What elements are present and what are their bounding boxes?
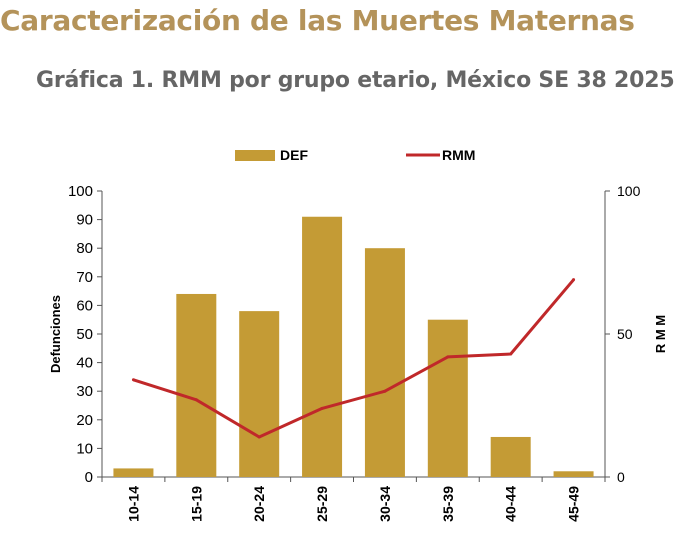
y-tick-label: 20	[76, 412, 93, 429]
y-tick-label: 0	[85, 469, 93, 486]
rmm-point-10-14	[131, 378, 135, 382]
legend-def-swatch	[235, 150, 275, 161]
rmm-point-45-49	[572, 278, 576, 282]
x-tick-label: 20-24	[251, 486, 267, 522]
rmm-point-25-29	[320, 406, 324, 410]
rmm-line	[132, 278, 575, 439]
bar-def-10-14	[113, 468, 154, 477]
bar-def-15-19	[176, 293, 217, 477]
y-tick-label: 50	[76, 326, 93, 343]
y-tick-label: 80	[76, 240, 93, 257]
y-tick-label: 30	[76, 383, 93, 400]
bar-def-35-39	[427, 319, 468, 477]
bar-def-20-24	[239, 311, 280, 477]
y-tick-label: 100	[68, 183, 93, 200]
rmm-point-35-39	[446, 355, 450, 359]
x-tick-label: 10-14	[125, 486, 141, 522]
page-title: Caracterización de las Muertes Maternas	[0, 4, 635, 37]
x-tick-label: 40-44	[503, 486, 519, 522]
y-tick-label: 10	[76, 440, 93, 457]
x-tick-label: 15-19	[188, 486, 204, 522]
rmm-point-40-44	[509, 352, 513, 356]
x-tick-label: 45-49	[566, 486, 582, 522]
bar-def-30-34	[364, 248, 405, 477]
y2-tick-label: 50	[617, 326, 633, 342]
legend-rmm-label: RMM	[442, 147, 475, 163]
x-tick-label: 25-29	[314, 486, 330, 522]
x-tick-label: 30-34	[377, 486, 393, 522]
y-axis-label: Defunciones	[48, 295, 63, 373]
y-tick-label: 40	[76, 355, 93, 372]
rmm-point-30-34	[383, 389, 387, 393]
bar-def-40-44	[490, 436, 531, 477]
y2-tick-label: 0	[617, 469, 625, 485]
y-tick-label: 60	[76, 297, 93, 314]
bar-def-45-49	[553, 471, 594, 477]
bar-def-25-29	[302, 216, 343, 478]
y-tick-label: 70	[76, 269, 93, 286]
y2-tick-label: 100	[617, 183, 641, 199]
chart-title: Gráfica 1. RMM por grupo etario, México …	[36, 68, 675, 93]
rmm-point-20-24	[257, 435, 261, 439]
x-tick-label: 35-39	[440, 486, 456, 522]
y-tick-label: 90	[76, 212, 93, 229]
legend-def-label: DEF	[280, 147, 308, 163]
rmm-point-15-19	[194, 398, 198, 402]
y2-axis-label: R M M	[653, 315, 668, 353]
